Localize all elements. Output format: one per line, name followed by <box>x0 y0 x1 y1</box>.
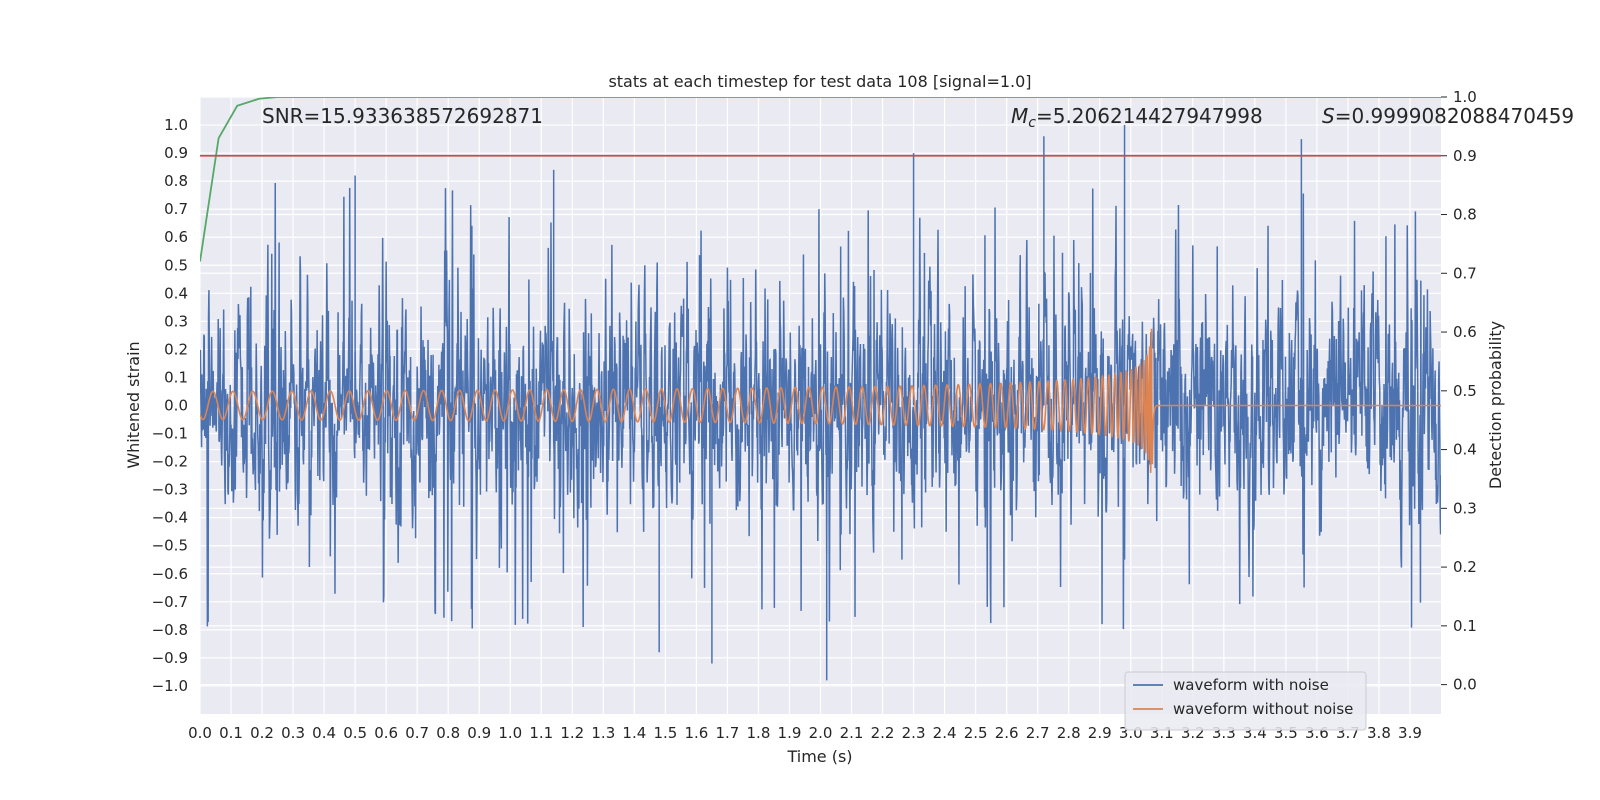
y-tick-label: 1.0 <box>164 116 188 134</box>
y-tick-label: −0.5 <box>152 537 188 555</box>
y2-tick-label: 0.5 <box>1453 382 1477 400</box>
x-tick-label: 1.2 <box>560 724 584 742</box>
snr-annotation: SNR=15.933638572692871 <box>262 104 543 128</box>
x-tick-label: 0.8 <box>436 724 460 742</box>
x-tick-label: 0.6 <box>374 724 398 742</box>
x-tick-label: 2.7 <box>1026 724 1050 742</box>
x-tick-label: 2.6 <box>995 724 1019 742</box>
x-tick-label: 2.9 <box>1088 724 1112 742</box>
x-tick-label: 1.7 <box>715 724 739 742</box>
y-tick-label: −0.3 <box>152 481 188 499</box>
x-tick-label: 1.4 <box>622 724 646 742</box>
y2-tick-label: 0.7 <box>1453 264 1477 282</box>
x-tick-label: 1.9 <box>778 724 802 742</box>
s-annotation: S=0.9999082088470459 <box>1322 104 1574 128</box>
y-tick-label: −0.1 <box>152 425 188 443</box>
x-tick-label: 0.2 <box>250 724 274 742</box>
series-waveform-with-noise <box>200 182 1441 629</box>
y-axis-label: Whitened strain <box>124 341 143 468</box>
y-tick-label: −0.6 <box>152 565 188 583</box>
series-layer <box>200 97 1441 681</box>
x-tick-label: 2.4 <box>933 724 957 742</box>
x-tick-label: 0.3 <box>281 724 305 742</box>
y-tick-label: 0.7 <box>164 200 188 218</box>
y-tick-label: −0.7 <box>152 593 188 611</box>
legend-label-noisy: waveform with noise <box>1173 676 1329 694</box>
mc-value: =5.206214427947998 <box>1036 104 1263 128</box>
x-tick-label: 0.4 <box>312 724 336 742</box>
x-tick-label: 3.9 <box>1398 724 1422 742</box>
y-tick-label: 0.8 <box>164 172 188 190</box>
y-axis-left: 1.0 0.9 0.8 0.7 0.6 0.5 0.4 0.3 0.2 0.1 0.0 −0.1 −0.… <box>152 116 188 695</box>
chart-title: stats at each timestep for test data 108… <box>608 72 1031 91</box>
x-tick-label: 3.8 <box>1367 724 1391 742</box>
x-tick-label: 1.1 <box>529 724 553 742</box>
y-tick-label: −0.2 <box>152 453 188 471</box>
x-tick-label: 2.3 <box>902 724 926 742</box>
x-tick-label: 0.0 <box>188 724 212 742</box>
y-tick-label: 0.3 <box>164 312 188 330</box>
series-waveform-without-noise <box>200 328 1441 473</box>
s-value: =0.9999082088470459 <box>1335 104 1574 128</box>
mc-annotation: Mc=5.206214427947998 <box>1011 104 1263 131</box>
legend-box <box>1124 671 1367 731</box>
y-tick-label: −0.9 <box>152 649 188 667</box>
y2-tick-label: 0.4 <box>1453 441 1477 459</box>
x-tick-label: 2.2 <box>871 724 895 742</box>
s-symbol: S <box>1322 104 1335 128</box>
y-tick-label: 0.4 <box>164 284 188 302</box>
y-tick-label: −0.4 <box>152 509 188 527</box>
y2-tick-label: 0.1 <box>1453 617 1477 635</box>
y-tick-label: 0.2 <box>164 340 188 358</box>
y2-axis-label: Detection probability <box>1486 321 1505 489</box>
y2-tick-label: 0.8 <box>1453 206 1477 224</box>
x-tick-label: 1.5 <box>653 724 677 742</box>
x-tick-label: 1.8 <box>747 724 771 742</box>
x-tick-label: 1.6 <box>684 724 708 742</box>
y-tick-label: 0.5 <box>164 256 188 274</box>
y-tick-label: −0.8 <box>152 621 188 639</box>
x-axis-label: Time (s) <box>786 747 852 766</box>
y-tick-label: 0.9 <box>164 144 188 162</box>
y2-tick-label: 0.3 <box>1453 499 1477 517</box>
y-tick-label: −1.0 <box>152 677 188 695</box>
mc-subscript: c <box>1028 115 1036 131</box>
y2-tick-label: 0.0 <box>1453 676 1477 694</box>
mc-symbol: M <box>1011 104 1028 128</box>
x-tick-label: 2.5 <box>964 724 988 742</box>
y2-tick-label: 0.6 <box>1453 323 1477 341</box>
x-tick-label: 0.7 <box>405 724 429 742</box>
y-tick-label: 0.0 <box>164 397 188 415</box>
x-tick-label: 0.9 <box>467 724 491 742</box>
y-tick-label: 0.1 <box>164 368 188 386</box>
x-tick-label: 1.0 <box>498 724 522 742</box>
y2-tick-label: 0.2 <box>1453 558 1477 576</box>
y2-tick-label: 1.0 <box>1453 88 1477 106</box>
y-axis-right: 1.0 0.9 0.8 0.7 0.6 0.5 0.4 0.3 0.2 0.1 0.0 <box>1441 88 1477 694</box>
x-tick-label: 2.0 <box>809 724 833 742</box>
legend: waveform with noise waveform without noi… <box>1124 671 1367 731</box>
y-tick-label: 0.6 <box>164 228 188 246</box>
legend-label-clean: waveform without noise <box>1173 700 1353 718</box>
x-tick-label: 0.1 <box>219 724 243 742</box>
series-detection-probability <box>200 97 1441 262</box>
x-tick-label: 2.8 <box>1057 724 1081 742</box>
x-tick-label: 1.3 <box>591 724 615 742</box>
y2-tick-label: 0.9 <box>1453 147 1477 165</box>
x-tick-label: 2.1 <box>840 724 864 742</box>
x-tick-label: 0.5 <box>343 724 367 742</box>
